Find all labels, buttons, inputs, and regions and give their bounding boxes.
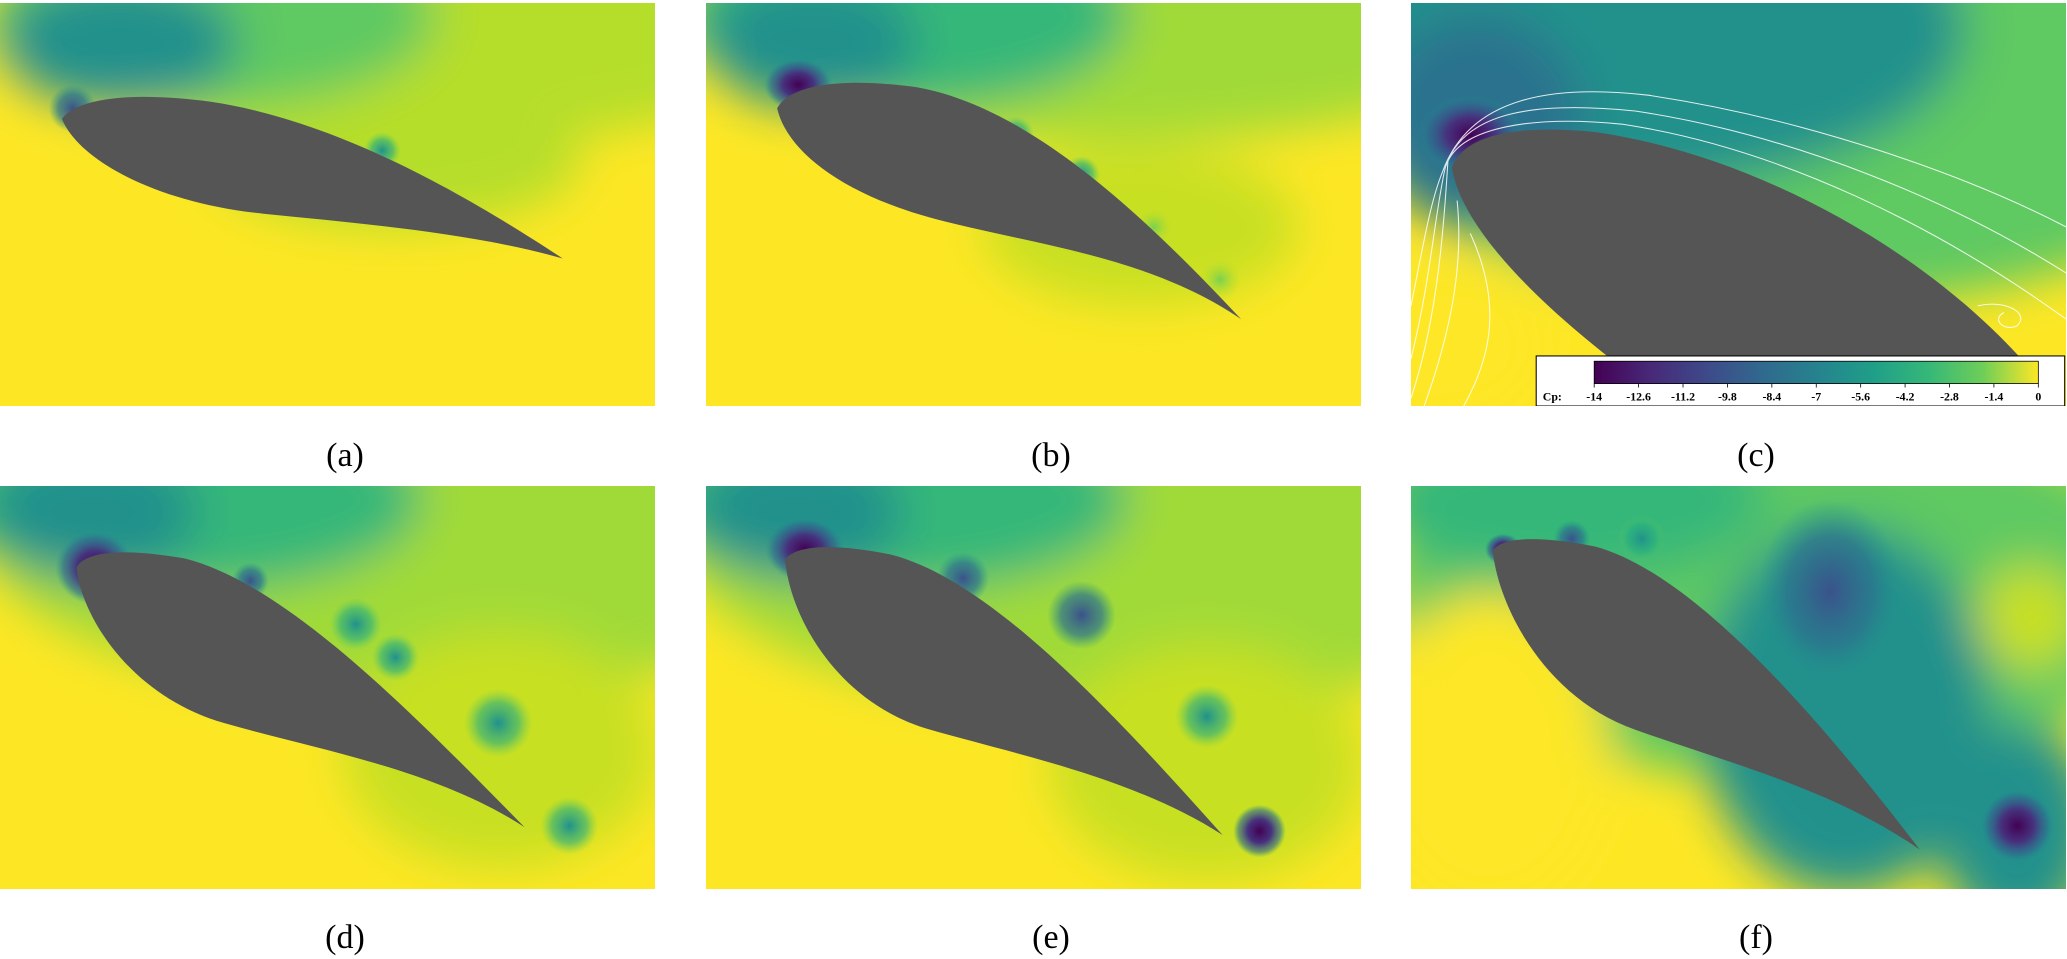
airfoil	[61, 96, 563, 259]
vortex	[463, 688, 533, 758]
colorbar-label: Cp:	[1543, 390, 1562, 404]
streamlines	[1411, 91, 2066, 406]
colorbar-tick-label: -2.8	[1940, 390, 1959, 404]
colorbar-tick-label: -5.6	[1851, 390, 1870, 404]
colorbar-tick-label: -9.8	[1718, 390, 1737, 404]
vortex	[1617, 514, 1666, 563]
colorbar: Cp: -14 -12.6 -11.2 -9.8 -8.4 -7 -5.6 -4.2 -2.8 -…	[1535, 355, 2066, 406]
airfoil	[1492, 539, 1920, 850]
colorbar-tick-label: -4.2	[1896, 390, 1915, 404]
vortex	[1175, 684, 1239, 749]
vortex	[329, 597, 383, 651]
contour-panel	[706, 3, 1361, 406]
colorbar-tick-label: -12.6	[1626, 390, 1651, 404]
contour-panel	[706, 486, 1361, 889]
colorbar-tick-label: -7	[1811, 390, 1821, 404]
vortex	[1047, 580, 1116, 650]
vortex	[1233, 804, 1286, 858]
panel-label: (c)	[1737, 437, 1775, 474]
colorbar-tick-label: 0	[2035, 390, 2041, 404]
vortex	[1757, 499, 1903, 684]
airfoil	[785, 547, 1223, 836]
panel-label: (b)	[1031, 437, 1071, 474]
panel-label: (a)	[326, 437, 364, 474]
contour-panel	[1411, 486, 2066, 889]
colorbar-tick-label: -14	[1586, 390, 1602, 404]
colorbar-gradient	[1593, 360, 2039, 385]
vortex	[1980, 788, 2055, 863]
panel-label: (d)	[325, 919, 365, 956]
vortex	[371, 633, 420, 681]
airfoil	[1451, 129, 2057, 406]
contour-panel	[0, 486, 655, 889]
contour-panel	[0, 3, 655, 406]
colorbar-tick-label: -8.4	[1762, 390, 1781, 404]
colorbar-tick-label: -11.2	[1671, 390, 1695, 404]
vortex	[540, 796, 599, 855]
panel-label: (e)	[1032, 919, 1070, 956]
colorbar-tick-label: -1.4	[1985, 390, 2004, 404]
airfoil	[777, 82, 1242, 320]
panel-label: (f)	[1739, 919, 1773, 956]
contour-panel: Cp: -14 -12.6 -11.2 -9.8 -8.4 -7 -5.6 -4.2 -2.8 -…	[1411, 3, 2066, 406]
airfoil	[76, 552, 525, 828]
